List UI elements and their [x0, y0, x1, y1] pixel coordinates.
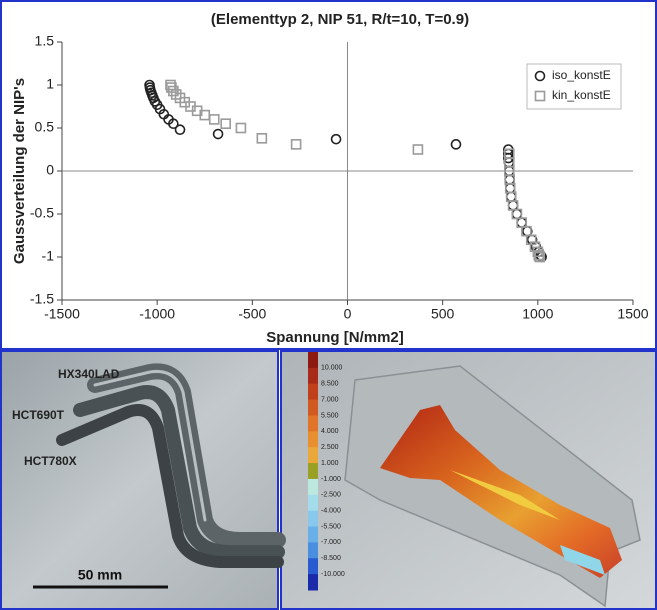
legend-marker [534, 70, 546, 82]
colorbar-label: 4.000 [321, 428, 339, 435]
marker [450, 139, 462, 150]
scale-label: 50 mm [78, 567, 122, 583]
marker [235, 122, 247, 134]
x-axis-label: Spannung [N/mm2] [266, 329, 404, 346]
colorbar-swatch [308, 415, 318, 432]
colorbar-label: 1.000 [321, 460, 339, 467]
x-tick-label: 500 [431, 306, 455, 322]
marker [330, 133, 342, 145]
series [165, 79, 546, 263]
colorbar-swatch [308, 399, 318, 416]
x-tick-label: -1500 [44, 306, 80, 322]
marker [168, 85, 179, 97]
colorbar-swatch [308, 542, 318, 559]
marker [168, 118, 179, 129]
legend-label: kin_konstE [552, 88, 611, 102]
legend-entries: iso_konstE kin_konstE [534, 68, 611, 102]
marker [533, 249, 545, 261]
colorbar-swatch [308, 478, 318, 496]
colorbar-swatch [308, 510, 318, 528]
y-tick-label: -0.5 [30, 205, 54, 221]
legend-marker [534, 90, 546, 102]
marker [220, 118, 231, 129]
y-tick-label: -1.5 [30, 291, 54, 307]
part-region [450, 470, 560, 520]
part-region [560, 545, 605, 575]
colorbar-swatch [308, 431, 318, 448]
colorbar-label: -1.000 [321, 476, 341, 483]
y-axis-label: Gaussverteilung der NIP's [11, 78, 28, 264]
legend-label: iso_konstE [552, 68, 611, 82]
colorbar-swatch [308, 463, 318, 480]
marker [165, 79, 176, 91]
chart-title: (Elementtyp 2, NIP 51, R/t=10, T=0.9) [211, 11, 469, 28]
colorbar-label: -5.500 [321, 523, 341, 530]
colorbar-swatch [308, 526, 318, 543]
colorbar-label: 5.500 [321, 412, 339, 419]
bent-sheets [56, 363, 286, 568]
y-tick-label: 1.5 [35, 33, 55, 49]
colorbar-swatch [308, 367, 318, 385]
marker [290, 139, 302, 150]
marker [212, 128, 224, 140]
colorbar-label: -7.000 [321, 539, 341, 546]
colorbar-label: 10.000 [321, 365, 343, 372]
marker [534, 251, 546, 263]
colorbar-label: 2.500 [321, 444, 339, 451]
x-tick-label: -1000 [139, 306, 175, 322]
marker [256, 133, 268, 144]
y-tick-label: -1 [42, 248, 55, 264]
y-tick-label: 0 [46, 162, 54, 178]
sheet-label: HCT780X [24, 454, 77, 468]
x-tick-label: 1000 [522, 306, 553, 322]
colorbar-label: 7.000 [321, 396, 339, 403]
colorbar-swatch [308, 574, 318, 591]
y-tick-label: 1 [46, 76, 54, 92]
colorbar-label: -10.000 [321, 571, 345, 578]
y-tick-label: 0.5 [35, 119, 55, 135]
colorbar-label: -2.500 [321, 492, 341, 499]
sheet-label: HCT690T [12, 408, 65, 422]
colorbar-swatch [308, 352, 318, 369]
x-tick-label: 1500 [617, 306, 648, 322]
colorbar-swatch [308, 558, 318, 575]
colorbar-label: 8.500 [321, 381, 339, 388]
colorbar: 10.000 8.500 7.000 5.500 4.000 2.500 1.000 -1.0… [308, 352, 345, 591]
marker [174, 124, 186, 136]
x-tick-label: -500 [238, 306, 266, 322]
chart-panel [0, 0, 657, 350]
colorbar-swatch [308, 447, 318, 464]
marker [412, 144, 424, 155]
plot-area: -1500 -1000 -500 0 500 1000 1500 -1.5 -1 -0.5 0 0.5… [30, 33, 649, 322]
colorbar-label: -4.000 [321, 508, 341, 515]
marker [208, 114, 220, 125]
sheet-label: HX340LAD [58, 367, 120, 381]
colorbar-label: -8.500 [321, 555, 341, 562]
colorbar-swatch [308, 383, 318, 401]
x-tick-label: 0 [344, 306, 352, 322]
colorbar-swatch [308, 494, 318, 512]
